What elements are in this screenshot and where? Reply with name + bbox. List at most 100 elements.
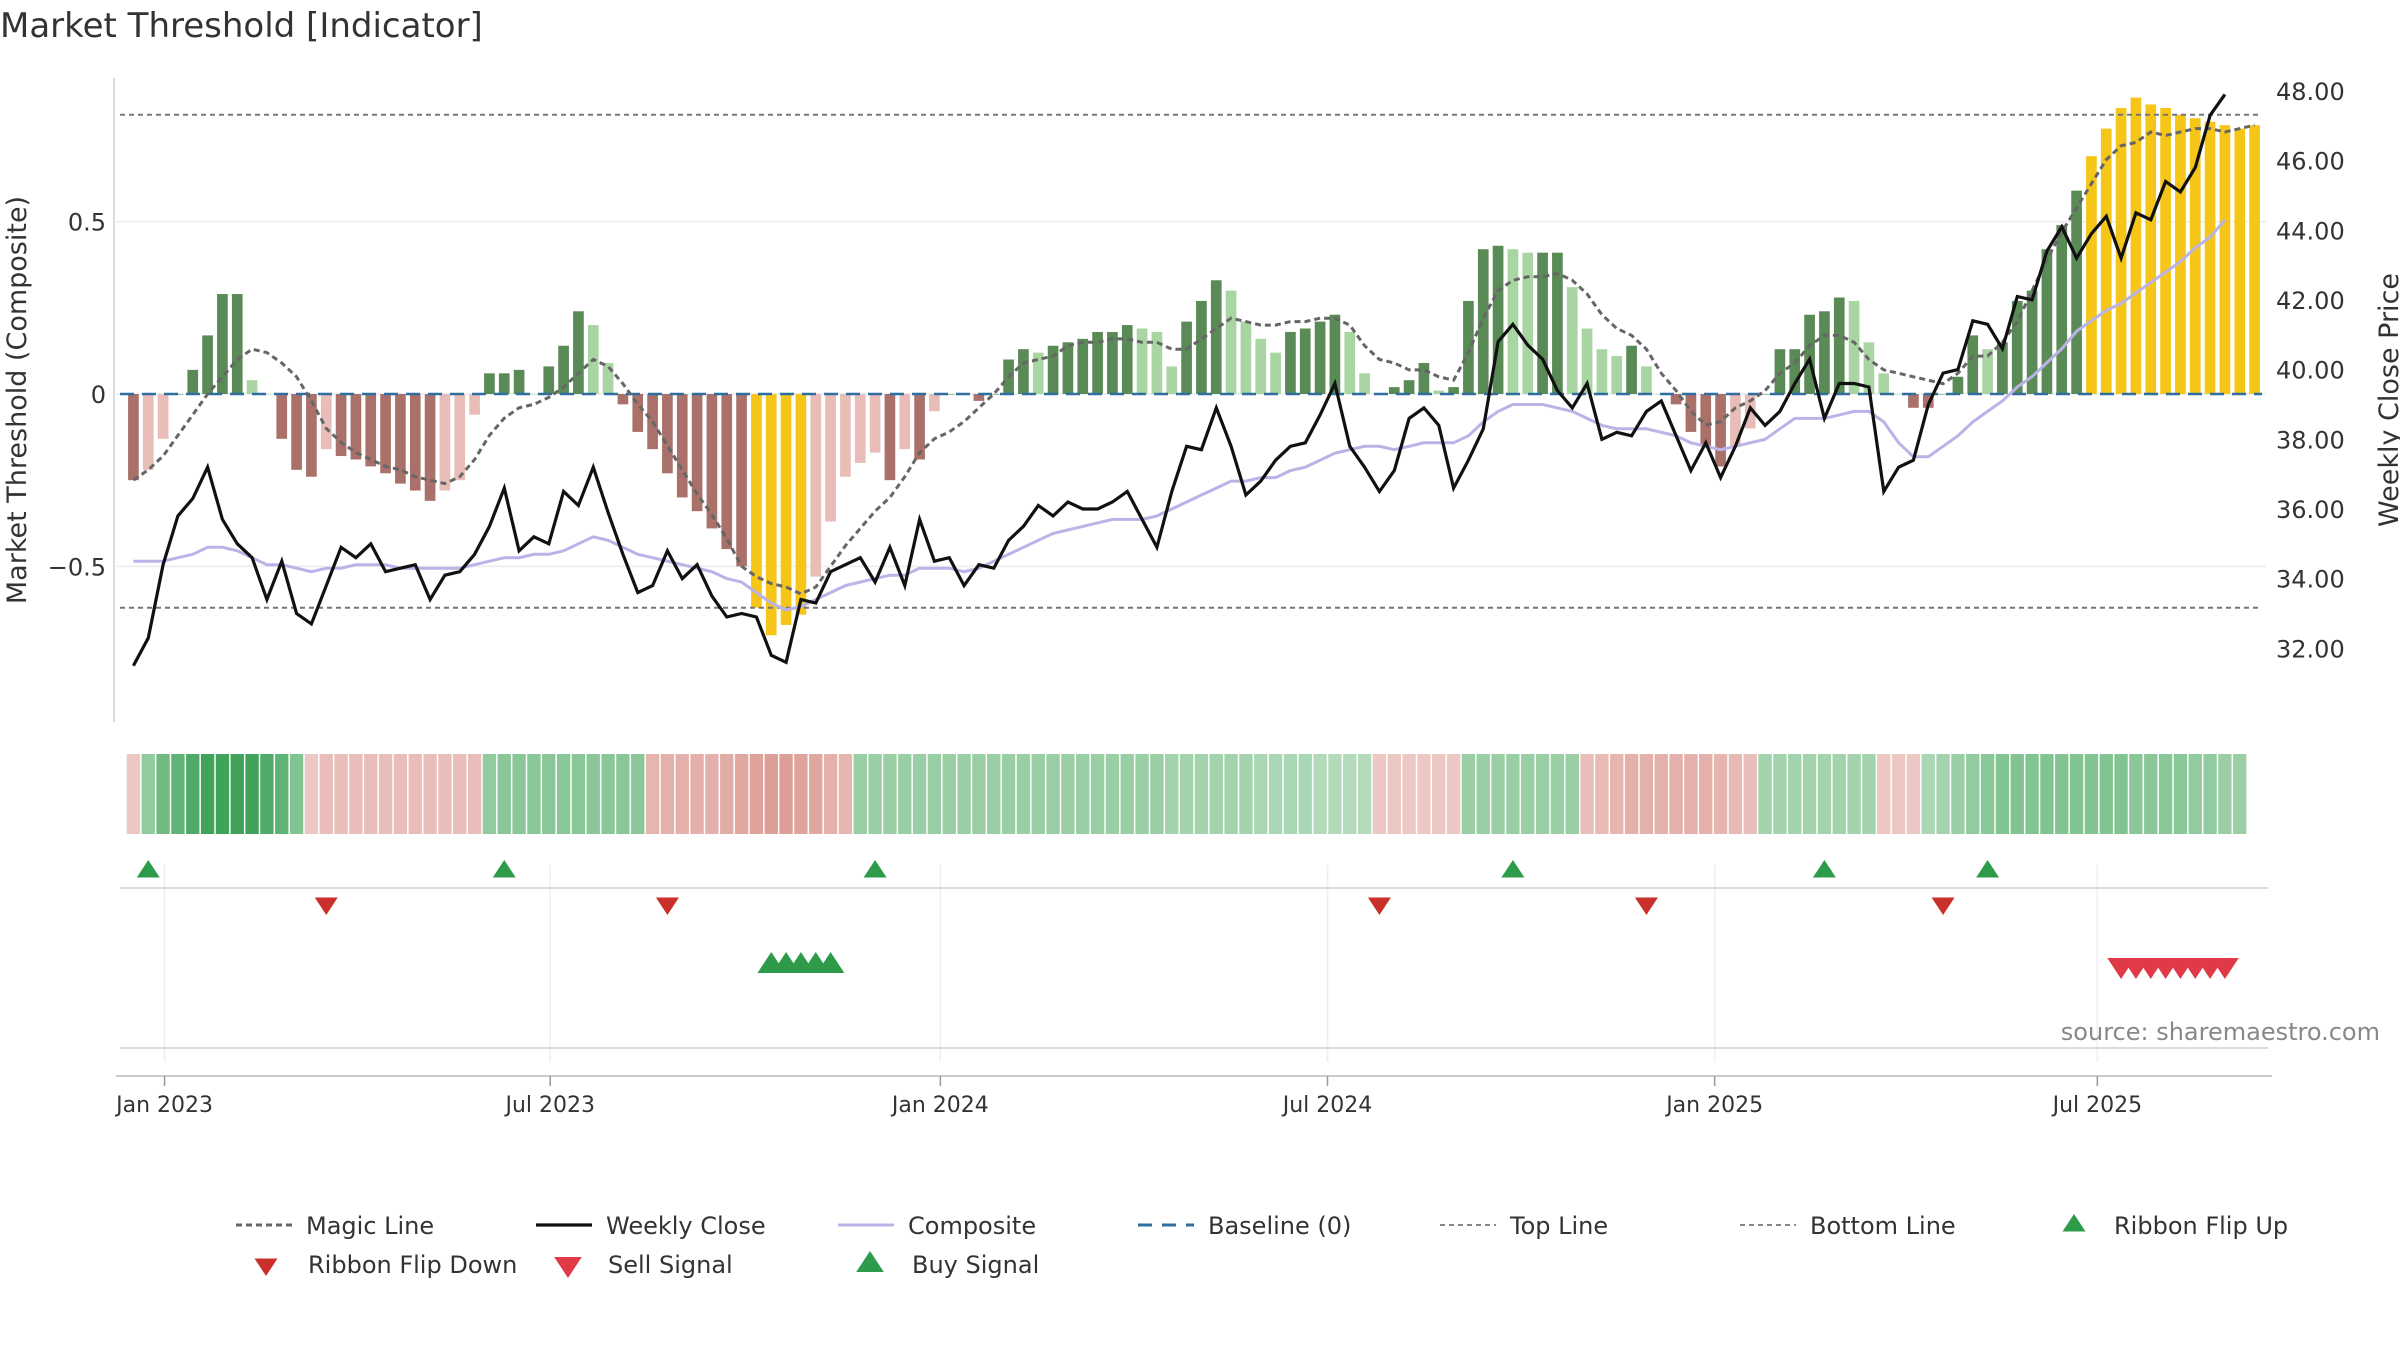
ribbon-cell: [705, 754, 719, 834]
ribbon-cell: [1980, 754, 1995, 834]
ribbon-cell: [1254, 754, 1268, 834]
ribbon-cell: [1283, 754, 1298, 834]
indicator-bar: [1463, 300, 1474, 394]
ribbon-flip-down-marker: [1367, 897, 1391, 915]
ribbon-cell: [556, 754, 571, 834]
ribbon-cell: [1936, 754, 1950, 834]
ribbon-cell: [898, 754, 912, 834]
indicator-bar: [1492, 245, 1504, 394]
ribbon-cell: [1891, 754, 1906, 834]
indicator-bar: [810, 394, 822, 577]
ribbon-cell: [1224, 754, 1238, 834]
indicator-bar: [1552, 252, 1563, 394]
sell-signal-marker: [2211, 958, 2239, 979]
ribbon-cell: [690, 754, 704, 834]
indicator-bar: [1151, 331, 1163, 394]
ribbon-cell: [1061, 754, 1075, 834]
ribbon-cell: [1550, 754, 1565, 834]
x-tick-label: Jan 2024: [890, 1093, 989, 1118]
indicator-bar: [1448, 387, 1459, 394]
ribbon-flip-down-marker: [655, 897, 679, 915]
ribbon-cell: [1565, 754, 1579, 834]
indicator-bar: [573, 311, 584, 394]
indicator-bar: [662, 394, 673, 474]
indicator-bar: [2056, 225, 2068, 394]
ribbon-cell: [601, 754, 615, 834]
ribbon-cell: [289, 754, 304, 834]
ribbon-panel: [126, 754, 2247, 834]
indicator-bar: [350, 394, 362, 460]
ribbon-cell: [1877, 754, 1891, 834]
chart-title: Market Threshold [Indicator]: [0, 6, 483, 46]
ribbon-cell: [1506, 754, 1520, 834]
indicator-bar: [1908, 394, 1919, 408]
legend-item-baseline: Baseline (0): [1138, 1212, 1351, 1240]
ribbon-cell: [1788, 754, 1802, 834]
indicator-bar: [1626, 345, 1637, 394]
legend-label: Magic Line: [306, 1212, 434, 1240]
indicator-bar: [1477, 249, 1489, 394]
indicator-bar: [380, 394, 391, 474]
ribbon-cell: [883, 754, 897, 834]
ribbon-cell: [868, 754, 882, 834]
right-tick-label: 32.00: [2276, 635, 2345, 663]
ribbon-cell: [794, 754, 808, 834]
ribbon-cell: [2218, 754, 2232, 834]
indicator-bar: [306, 394, 317, 477]
indicator-bar: [1107, 331, 1118, 394]
indicator-bar: [2011, 300, 2023, 394]
ribbon-flip-up-marker: [492, 860, 516, 878]
indicator-bar: [973, 394, 985, 401]
ribbon-cell: [186, 754, 200, 834]
indicator-bar: [1997, 342, 2008, 394]
ribbon-cell: [467, 754, 482, 834]
ribbon-cell: [1357, 754, 1372, 834]
indicator-bar: [558, 345, 569, 394]
ribbon-cell: [141, 754, 155, 834]
ribbon-cell: [1179, 754, 1194, 834]
legend-flip-up-icon: [2062, 1214, 2086, 1232]
ribbon-cell: [334, 754, 348, 834]
legend-item-flipdown: Ribbon Flip Down: [254, 1251, 517, 1279]
ribbon-cell: [1268, 754, 1283, 834]
indicator-bar: [409, 394, 421, 491]
left-axis-label: Market Threshold (Composite): [2, 196, 33, 604]
ribbon-cell: [1743, 754, 1757, 834]
legend-buy-icon: [856, 1251, 884, 1272]
indicator-bar: [217, 294, 228, 394]
ribbon-cell: [200, 754, 215, 834]
indicator-bar: [2086, 156, 2097, 394]
legend: Magic Line Weekly Close Composite Baseline …: [236, 1212, 2288, 1279]
right-tick-label: 46.00: [2276, 148, 2345, 176]
indicator-bar: [721, 394, 733, 550]
ribbon-cell: [1165, 754, 1179, 834]
ribbon-cell: [675, 754, 689, 834]
ribbon-cell: [1624, 754, 1639, 834]
indicator-bar: [1819, 311, 1830, 394]
x-tick-label: Jul 2025: [2051, 1093, 2143, 1118]
ribbon-cell: [2010, 754, 2024, 834]
indicator-bar: [202, 335, 213, 394]
x-tick-label: Jul 2023: [503, 1093, 595, 1118]
ribbon-flip-down-marker: [314, 897, 338, 915]
indicator-bar: [1700, 394, 1712, 446]
indicator-bar: [1581, 328, 1593, 394]
legend-label: Ribbon Flip Down: [308, 1251, 517, 1279]
right-tick-label: 40.00: [2276, 357, 2345, 385]
indicator-bar: [2234, 128, 2246, 394]
ribbon-cell: [1343, 754, 1357, 834]
ribbon-cell: [304, 754, 319, 834]
ribbon-cell: [1521, 754, 1535, 834]
indicator-bar: [1522, 252, 1534, 394]
legend-label: Sell Signal: [608, 1251, 733, 1279]
composite-line: [133, 218, 2227, 612]
ribbon-cell: [1684, 754, 1698, 834]
indicator-bar: [157, 394, 169, 439]
ribbon-cell: [1595, 754, 1609, 834]
indicator-bar: [1641, 366, 1652, 394]
ribbon-cell: [2055, 754, 2069, 834]
right-tick-label: 48.00: [2276, 78, 2345, 106]
indicator-bar: [2145, 104, 2157, 395]
indicator-bar: [676, 394, 688, 498]
indicator-bar: [1878, 373, 1890, 394]
